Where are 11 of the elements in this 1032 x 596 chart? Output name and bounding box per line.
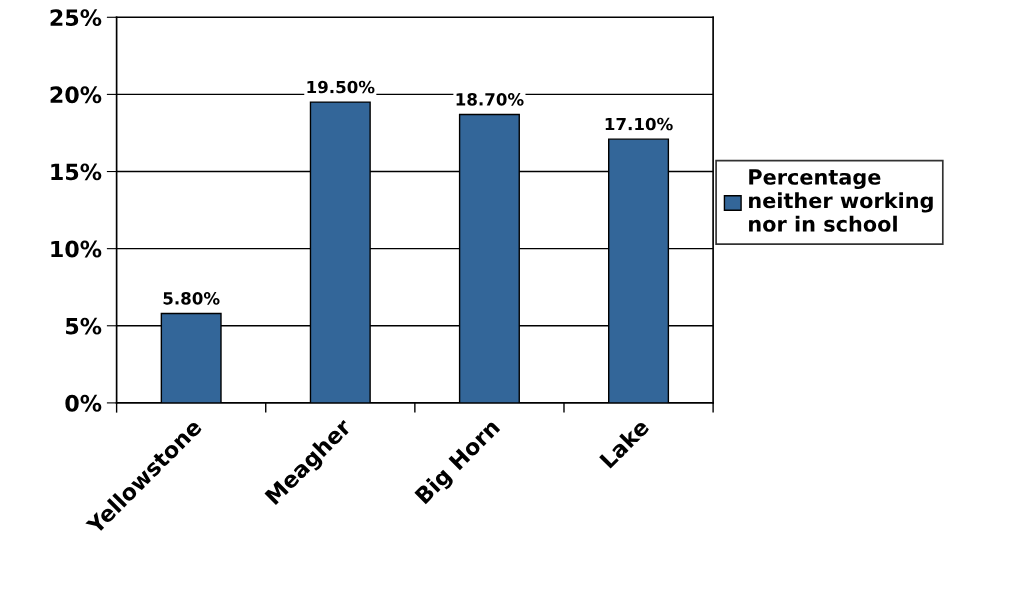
data-label: 19.50% xyxy=(307,80,375,94)
y-tick-label: 0% xyxy=(65,394,102,412)
y-tick-label: 15% xyxy=(51,163,102,181)
y-tick-label: 20% xyxy=(50,86,102,104)
data-label: 5.80% xyxy=(163,292,220,305)
y-tick-label: 25% xyxy=(50,9,102,27)
y-tick-label: 5% xyxy=(66,317,102,335)
y-tick-label: 10% xyxy=(51,240,102,258)
data-label: 17.10% xyxy=(605,117,673,131)
legend-label: Percentage neither working nor in school xyxy=(749,169,933,232)
data-label: 18.70% xyxy=(456,93,524,106)
